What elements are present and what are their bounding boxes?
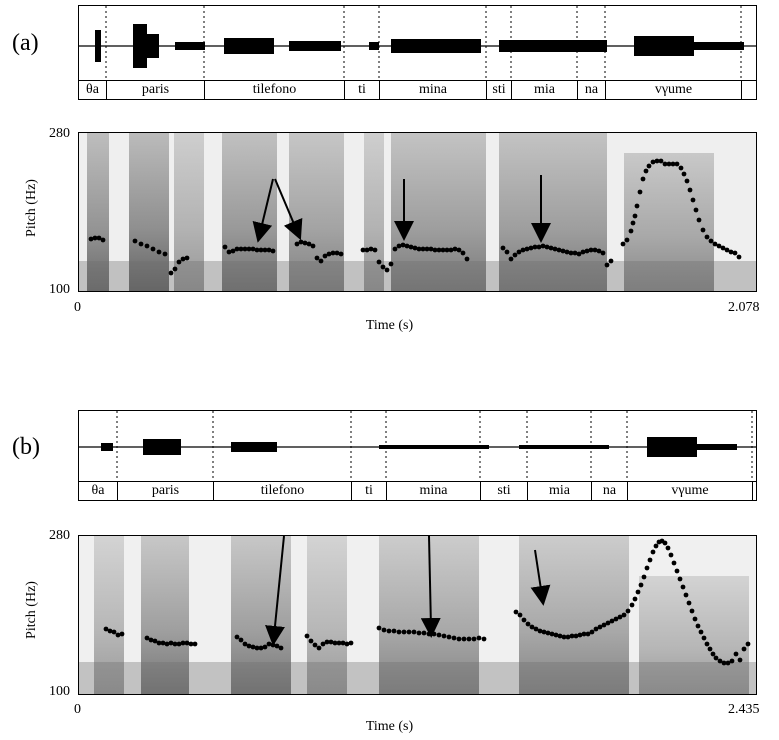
spectrogram [78, 132, 757, 292]
segment-label: mia [534, 82, 555, 97]
x-axis-title: Time (s) [365, 318, 414, 333]
x-start-label: 0 [74, 702, 81, 717]
pitch-track [103, 538, 751, 666]
y-axis-title: Pitch (Hz) [24, 581, 39, 639]
segment-label: sti [492, 82, 506, 97]
spectrogram [78, 535, 757, 695]
panel-label: (b) [12, 434, 40, 460]
arrows [252, 175, 551, 243]
segment-label: mia [549, 483, 570, 498]
segment-label: na [602, 483, 617, 498]
y-min-label: 100 [49, 684, 70, 699]
panel-a: (a) [12, 5, 760, 333]
segment-label: paris [141, 82, 170, 97]
waveform [78, 5, 757, 81]
segment-tier: θa paris tilefono ti mina sti mia na vγu… [78, 80, 757, 100]
segment-label: mina [419, 82, 447, 97]
panel-b: (b) θa [0, 370, 779, 740]
segment-label: mina [419, 483, 448, 498]
spectrogram-image [79, 133, 756, 291]
segment-label: tilefono [252, 82, 297, 97]
segment-label: paris [151, 483, 180, 498]
segment-boundaries [105, 6, 742, 80]
panel-label: (a) [12, 30, 39, 56]
segment-label: θa [91, 483, 105, 498]
segment-label: sti [497, 483, 511, 498]
y-max-label: 280 [49, 528, 70, 543]
waveform-trace [79, 437, 756, 457]
arrows [265, 536, 551, 646]
x-end-label: 2.078 [728, 300, 760, 315]
waveform-trace [79, 24, 756, 68]
segment-boundaries [116, 411, 753, 481]
y-max-label: 280 [49, 126, 70, 141]
x-end-label: 2.435 [728, 702, 760, 717]
segment-label: θa [86, 82, 99, 97]
segment-tier: θa paris tilefono ti mina sti mia na vγu… [78, 481, 757, 501]
segment-label: vγume [654, 82, 693, 97]
spectrogram-image [79, 536, 756, 694]
waveform [78, 410, 757, 482]
x-axis-title: Time (s) [365, 719, 414, 734]
segment-label: na [584, 82, 599, 97]
y-min-label: 100 [49, 282, 70, 297]
pitch-track [88, 158, 742, 276]
x-start-label: 0 [74, 300, 81, 315]
y-axis-title: Pitch (Hz) [24, 179, 39, 237]
segment-label: vγume [671, 483, 709, 498]
segment-label: tilefono [260, 483, 305, 498]
segment-label: ti [358, 82, 366, 97]
segment-label: ti [365, 483, 373, 498]
